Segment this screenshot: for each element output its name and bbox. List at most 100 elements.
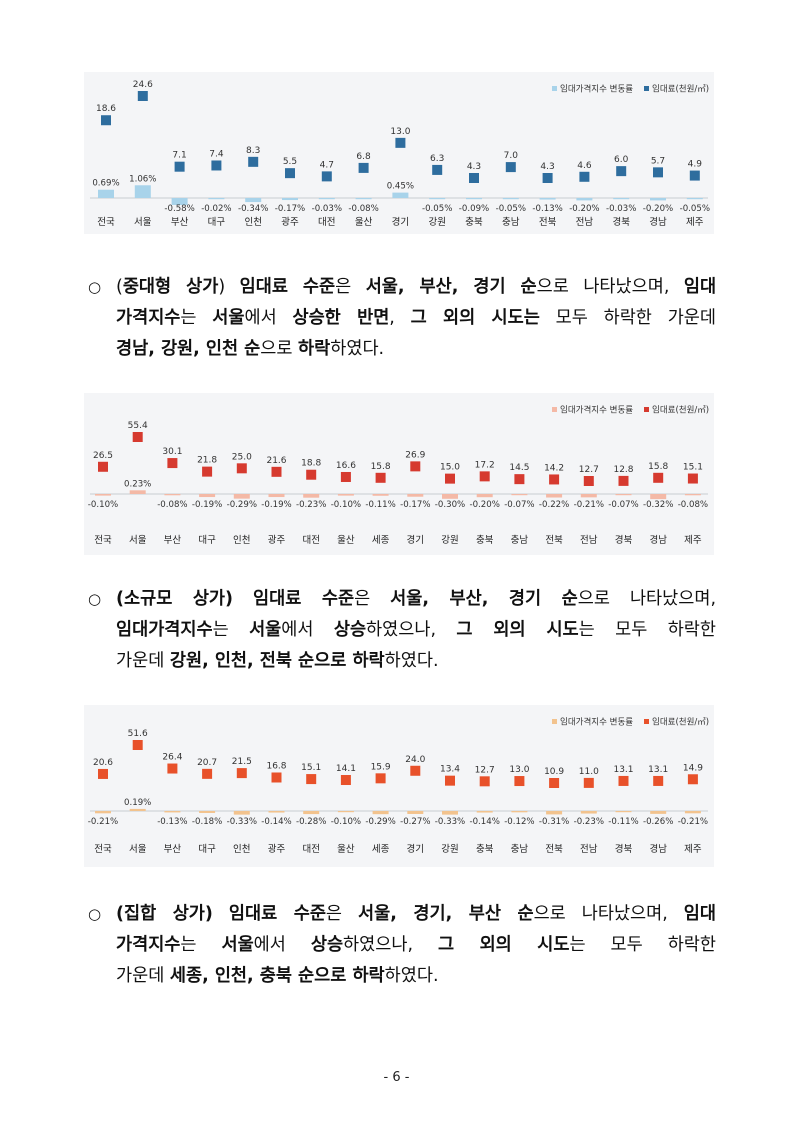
change-label: -0.13% bbox=[532, 204, 562, 214]
rent-label: 21.8 bbox=[197, 456, 217, 466]
legend-swatch bbox=[552, 86, 557, 91]
rent-label: 5.7 bbox=[651, 156, 665, 166]
change-label: -0.33% bbox=[227, 817, 257, 827]
change-bar bbox=[134, 185, 151, 198]
text: 는 bbox=[180, 935, 222, 955]
change-label: -0.21% bbox=[678, 817, 708, 827]
text: 는 모두 하락한 bbox=[569, 935, 716, 955]
rent-marker bbox=[549, 474, 560, 485]
rent-marker bbox=[98, 461, 108, 472]
category-label: 충북 bbox=[476, 535, 494, 546]
chart-2-svg: 임대가격지수 변동률 임대료(천원/㎡) -0.10% 26.5 전국 0.23% 55.4… bbox=[88, 405, 709, 547]
category-label: 경기 bbox=[392, 216, 409, 228]
category-label: 인천 bbox=[233, 844, 250, 855]
rent-label: 14.1 bbox=[336, 764, 356, 774]
rent-label: 24.6 bbox=[133, 80, 153, 90]
bold-text: 상승 bbox=[333, 620, 367, 640]
rent-marker bbox=[236, 768, 247, 779]
change-bar bbox=[303, 494, 320, 498]
chart-1-svg: 임대가격지수 변동률 임대료(천원/㎡) 0.69% 18.6 전국 1.06% 24.6 서… bbox=[90, 80, 710, 228]
rent-label: 7.4 bbox=[209, 149, 224, 159]
category-label: 부산 bbox=[171, 217, 189, 228]
rent-label: 4.7 bbox=[320, 160, 334, 170]
change-label: -0.05% bbox=[680, 204, 710, 214]
change-bar bbox=[355, 198, 372, 200]
legend-label: 임대료(천원/㎡) bbox=[652, 405, 709, 416]
rent-marker bbox=[618, 475, 629, 486]
category-label: 대구 bbox=[208, 217, 226, 228]
rent-label: 20.6 bbox=[93, 758, 113, 768]
rent-label: 13.1 bbox=[613, 765, 633, 775]
rent-label: 13.1 bbox=[648, 765, 668, 775]
category-label: 경남 bbox=[649, 843, 667, 855]
rent-marker bbox=[132, 432, 143, 442]
category-label: 대전 bbox=[318, 217, 335, 228]
rent-label: 14.2 bbox=[544, 463, 564, 473]
change-bar bbox=[407, 811, 424, 814]
text: 으로 bbox=[260, 339, 299, 359]
change-label: -0.20% bbox=[643, 204, 673, 214]
rent-marker bbox=[167, 458, 178, 469]
bold-text: 그 외의 시도 bbox=[437, 935, 570, 955]
change-label: -0.27% bbox=[400, 817, 430, 827]
change-bar bbox=[476, 494, 493, 498]
change-bar bbox=[407, 494, 424, 497]
rent-marker bbox=[583, 777, 594, 788]
rent-label: 18.8 bbox=[301, 459, 321, 469]
category-label: 충북 bbox=[476, 844, 494, 855]
category-label: 제주 bbox=[686, 217, 704, 228]
change-label: 1.06% bbox=[129, 174, 156, 184]
category-label: 전북 bbox=[545, 535, 563, 546]
change-label: -0.11% bbox=[365, 500, 395, 510]
paragraph-line: 가운데 강원, 인천, 전북 순으로 하락하였다. bbox=[116, 646, 716, 677]
change-label: -0.14% bbox=[469, 817, 499, 827]
bold-text: 임대가격지수 bbox=[116, 620, 213, 640]
rent-label: 51.6 bbox=[128, 729, 148, 739]
text: 은 bbox=[354, 589, 391, 609]
rent-marker bbox=[549, 778, 560, 788]
legend-label: 임대가격지수 변동률 bbox=[560, 405, 633, 416]
change-label: -0.20% bbox=[469, 500, 499, 510]
rent-label: 16.8 bbox=[266, 761, 286, 771]
change-bar bbox=[95, 494, 111, 496]
rent-marker bbox=[211, 160, 222, 171]
rent-marker bbox=[236, 463, 247, 474]
category-label: 충남 bbox=[511, 535, 529, 546]
rent-marker bbox=[375, 773, 386, 784]
text: 은 bbox=[325, 904, 359, 924]
rent-marker bbox=[167, 763, 178, 774]
category-label: 경북 bbox=[615, 534, 633, 546]
change-label: -0.34% bbox=[238, 204, 268, 214]
change-bar bbox=[268, 494, 285, 498]
change-bar bbox=[615, 811, 632, 813]
change-label: -0.30% bbox=[435, 500, 465, 510]
change-label: -0.58% bbox=[164, 204, 194, 214]
change-label: -0.10% bbox=[331, 500, 361, 510]
change-bar bbox=[98, 189, 114, 198]
change-label: -0.12% bbox=[504, 817, 534, 827]
change-bar bbox=[199, 811, 216, 813]
change-label: -0.07% bbox=[504, 500, 534, 510]
category-label: 경남 bbox=[649, 534, 667, 546]
rent-marker bbox=[375, 472, 386, 483]
bold-text: 임대 bbox=[683, 904, 716, 924]
rent-label: 12.7 bbox=[475, 765, 495, 775]
category-label: 대전 bbox=[302, 844, 319, 855]
paragraph-line: (중대형 상가) 임대료 수준은 서울, 부산, 경기 순으로 나타났으며, 임… bbox=[116, 272, 716, 303]
rent-label: 14.5 bbox=[509, 463, 529, 473]
category-label: 대전 bbox=[302, 535, 319, 546]
rent-marker bbox=[395, 137, 406, 148]
rent-label: 30.1 bbox=[162, 447, 182, 457]
text: 모두 하락한 가운데 bbox=[539, 308, 716, 328]
bold-text: 그 외의 시도는 bbox=[410, 308, 540, 328]
change-label: 0.69% bbox=[92, 179, 119, 189]
bullet-icon: ○ bbox=[88, 905, 102, 923]
rent-label: 10.9 bbox=[544, 767, 564, 777]
rent-label: 18.6 bbox=[96, 104, 116, 114]
change-bar bbox=[684, 811, 701, 814]
change-bar bbox=[650, 494, 667, 500]
rent-marker bbox=[583, 476, 594, 486]
change-bar bbox=[303, 811, 320, 815]
rent-marker bbox=[479, 471, 490, 482]
category-label: 충북 bbox=[465, 217, 483, 228]
